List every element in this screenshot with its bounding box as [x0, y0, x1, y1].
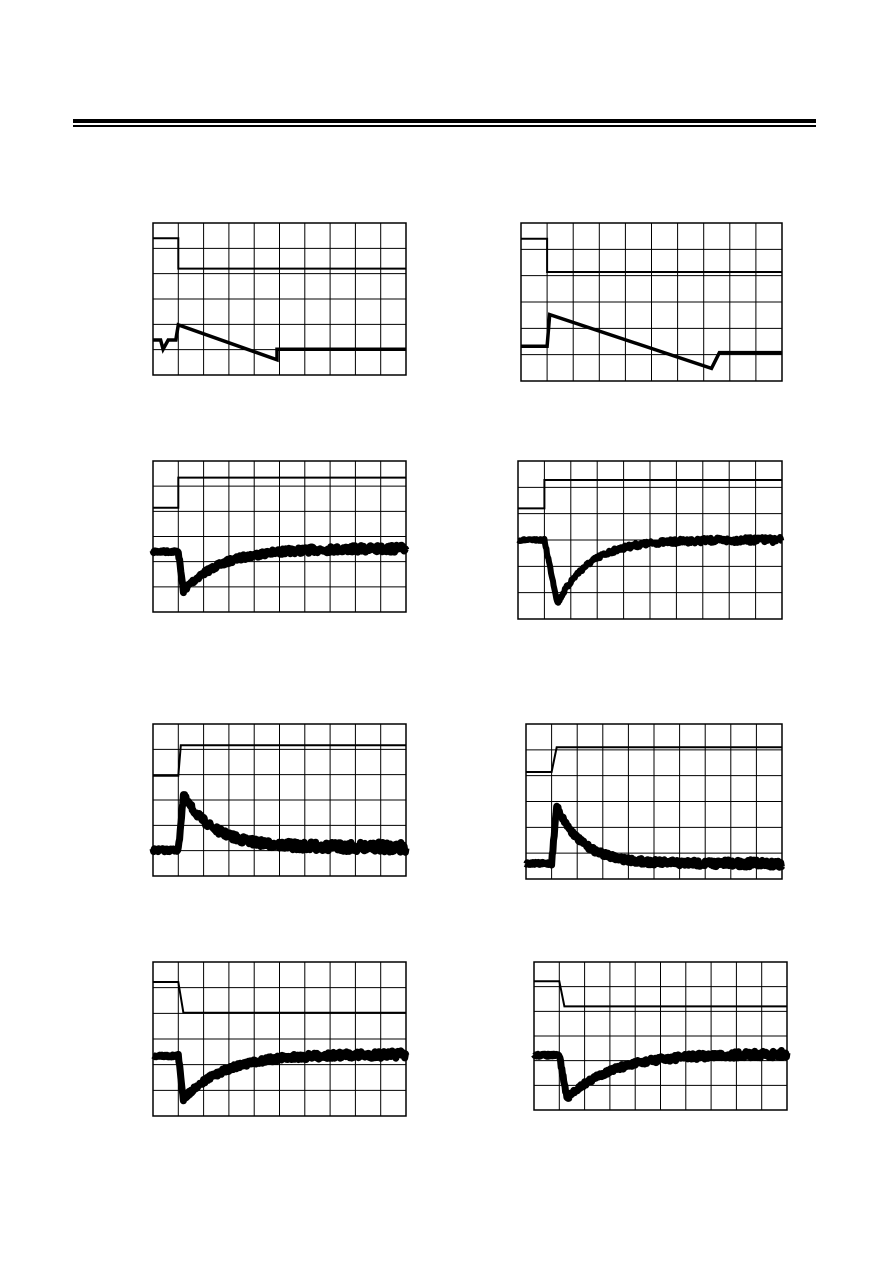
scope-capture [531, 961, 791, 1111]
scope-trace [153, 237, 406, 270]
scope-trace [153, 744, 406, 777]
scope-capture [152, 222, 407, 376]
scope-capture [515, 460, 785, 620]
scope-trace [531, 1047, 791, 1102]
scope-trace [526, 746, 782, 773]
header-rule [73, 125, 816, 127]
scope-capture [149, 723, 410, 877]
scope-trace [153, 476, 406, 509]
scope-capture [520, 222, 783, 382]
scope-trace [521, 312, 782, 371]
scope-trace [149, 791, 410, 856]
scope-capture [523, 723, 786, 880]
scope-trace [515, 534, 785, 606]
header-rule [73, 119, 816, 123]
scope-trace [153, 322, 406, 363]
scope-trace [149, 541, 410, 597]
scope-trace [521, 237, 782, 273]
scope-trace [534, 980, 787, 1008]
scope-capture [150, 961, 410, 1117]
scope-trace [518, 479, 782, 510]
scope-trace [523, 802, 786, 871]
scope-trace [153, 981, 406, 1014]
scope-capture [149, 460, 410, 613]
scope-trace [150, 1047, 410, 1105]
